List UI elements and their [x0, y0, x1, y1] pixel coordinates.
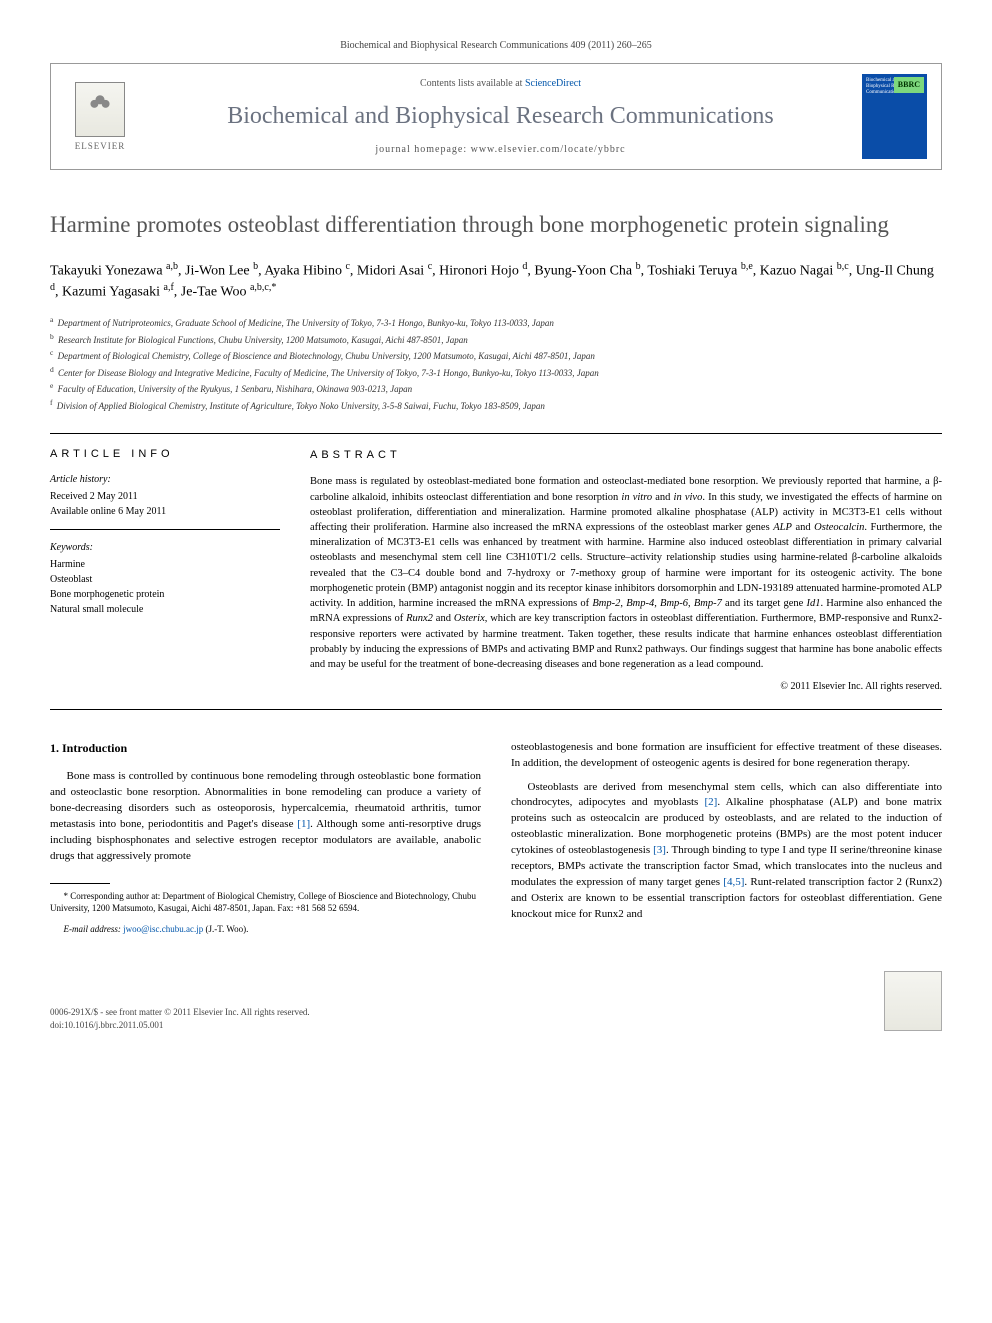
- info-abstract-row: ARTICLE INFO Article history: Received 2…: [50, 433, 942, 709]
- citation-link[interactable]: [2]: [704, 796, 717, 808]
- citation-link[interactable]: [1]: [297, 818, 310, 830]
- affiliation-d: d Center for Disease Biology and Integra…: [50, 364, 942, 381]
- intro-para-1: Bone mass is controlled by continuous bo…: [50, 769, 481, 865]
- elsevier-logo: ELSEVIER: [65, 77, 135, 157]
- author-list: Takayuki Yonezawa a,b, Ji-Won Lee b, Aya…: [50, 260, 942, 303]
- elsevier-label: ELSEVIER: [75, 141, 126, 151]
- journal-masthead: ELSEVIER Contents lists available at Sci…: [50, 63, 942, 170]
- footer-left: 0006-291X/$ - see front matter © 2011 El…: [50, 1006, 310, 1031]
- doi-line: doi:10.1016/j.bbrc.2011.05.001: [50, 1019, 310, 1032]
- right-column: osteoblastogenesis and bone formation ar…: [511, 740, 942, 944]
- article-history-block: Article history: Received 2 May 2011 Ava…: [50, 472, 280, 530]
- running-header: Biochemical and Biophysical Research Com…: [50, 40, 942, 51]
- footnote-separator: [50, 883, 110, 884]
- article-info-panel: ARTICLE INFO Article history: Received 2…: [50, 434, 280, 708]
- issn-line: 0006-291X/$ - see front matter © 2011 El…: [50, 1006, 310, 1019]
- journal-name: Biochemical and Biophysical Research Com…: [147, 103, 854, 130]
- abstract-copyright: © 2011 Elsevier Inc. All rights reserved…: [310, 680, 942, 695]
- affiliation-b: b Research Institute for Biological Func…: [50, 331, 942, 348]
- abstract-panel: ABSTRACT Bone mass is regulated by osteo…: [310, 434, 942, 708]
- received-date: Received 2 May 2011: [50, 489, 280, 504]
- email-footnote: E-mail address: jwoo@isc.chubu.ac.jp (J.…: [50, 923, 481, 936]
- article-info-label: ARTICLE INFO: [50, 448, 280, 460]
- keywords-label: Keywords:: [50, 540, 280, 555]
- masthead-center: Contents lists available at ScienceDirec…: [147, 78, 854, 155]
- sciencedirect-link[interactable]: ScienceDirect: [525, 78, 581, 89]
- contents-prefix: Contents lists available at: [420, 78, 525, 89]
- cover-corner-badge: BBRC: [894, 77, 924, 93]
- email-link[interactable]: jwoo@isc.chubu.ac.jp: [123, 924, 203, 934]
- intro-para-2: Osteoblasts are derived from mesenchymal…: [511, 780, 942, 923]
- homepage-prefix: journal homepage:: [375, 144, 470, 155]
- page-footer: 0006-291X/$ - see front matter © 2011 El…: [50, 971, 942, 1031]
- homepage-url[interactable]: www.elsevier.com/locate/ybbrc: [471, 144, 626, 155]
- corresponding-author-footnote: * Corresponding author at: Department of…: [50, 890, 481, 915]
- keyword-item: Bone morphogenetic protein: [50, 587, 280, 602]
- affiliation-a: a Department of Nutriproteomics, Graduat…: [50, 314, 942, 331]
- keywords-block: Keywords: Harmine Osteoblast Bone morpho…: [50, 540, 280, 627]
- affiliation-c: c Department of Biological Chemistry, Co…: [50, 347, 942, 364]
- journal-homepage: journal homepage: www.elsevier.com/locat…: [147, 144, 854, 155]
- history-label: Article history:: [50, 472, 280, 487]
- keyword-item: Harmine: [50, 557, 280, 572]
- abstract-label: ABSTRACT: [310, 448, 942, 464]
- email-attribution: (J.-T. Woo).: [205, 924, 248, 934]
- contents-available: Contents lists available at ScienceDirec…: [147, 78, 854, 89]
- article-title: Harmine promotes osteoblast differentiat…: [50, 210, 942, 240]
- affiliation-f: f Division of Applied Biological Chemist…: [50, 397, 942, 414]
- keyword-item: Natural small molecule: [50, 602, 280, 617]
- intro-para-1-cont: osteoblastogenesis and bone formation ar…: [511, 740, 942, 772]
- elsevier-tree-icon: [75, 82, 125, 137]
- citation-link[interactable]: [4,5]: [723, 876, 744, 888]
- left-column: 1. Introduction Bone mass is controlled …: [50, 740, 481, 944]
- journal-cover-thumb: Biochemical and Biophysical Research Com…: [862, 74, 927, 159]
- citation-link[interactable]: [3]: [653, 844, 666, 856]
- elsevier-footer-logo-icon: [884, 971, 942, 1031]
- keyword-item: Osteoblast: [50, 572, 280, 587]
- abstract-text: Bone mass is regulated by osteoblast-med…: [310, 474, 942, 672]
- intro-heading: 1. Introduction: [50, 740, 481, 757]
- affiliation-list: a Department of Nutriproteomics, Graduat…: [50, 314, 942, 413]
- email-label: E-mail address:: [64, 924, 121, 934]
- body-columns: 1. Introduction Bone mass is controlled …: [50, 740, 942, 944]
- available-online-date: Available online 6 May 2011: [50, 504, 280, 519]
- affiliation-e: e Faculty of Education, University of th…: [50, 380, 942, 397]
